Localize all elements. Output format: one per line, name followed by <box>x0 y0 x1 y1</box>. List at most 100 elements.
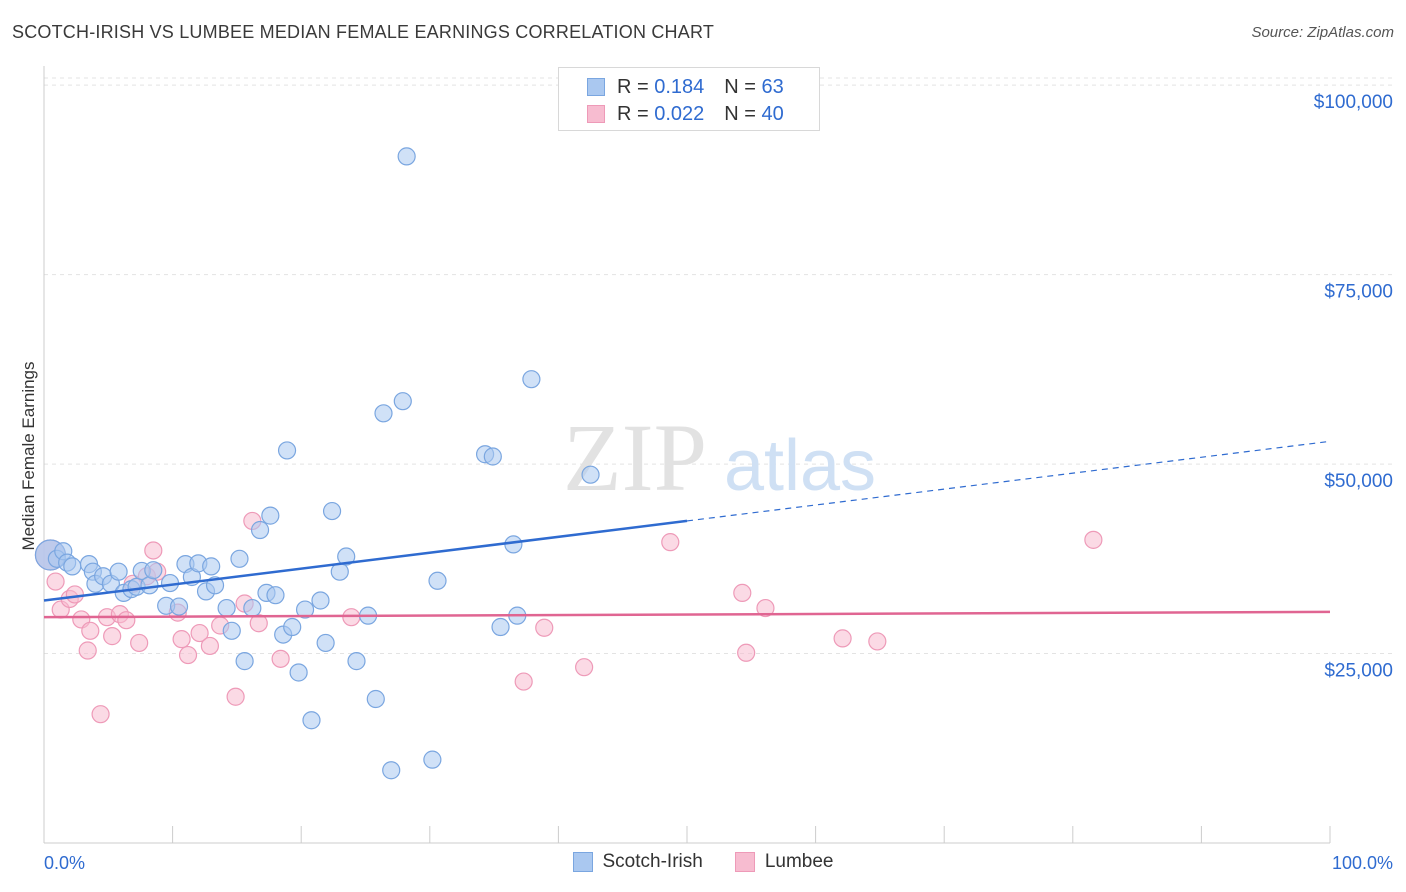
scotch-irish-point <box>295 600 315 619</box>
scotch-irish-point <box>140 576 159 595</box>
series-legend-scotch-irish: Scotch-Irish <box>572 851 703 873</box>
legend-n-value: 63 <box>761 75 784 98</box>
lumbee-point <box>733 583 752 603</box>
scotch-irish-point <box>243 598 262 618</box>
scotch-irish-point <box>522 370 541 389</box>
scotch-irish-point <box>230 549 249 568</box>
grid-lines <box>44 77 1394 655</box>
lumbee-point <box>868 632 887 651</box>
chart-title: SCOTCH-IRISH VS LUMBEE MEDIAN FEMALE EAR… <box>12 22 715 42</box>
series-name-lumbee: Lumbee <box>764 851 834 872</box>
series-swatch-scotch-irish <box>572 852 593 872</box>
lumbee-point <box>271 649 290 668</box>
scotch-irish-trend-line <box>43 519 688 602</box>
scotch-irish-point <box>235 652 254 671</box>
legend-r-label: R = <box>617 75 649 98</box>
legend-row-scotch-irish: R = 0.184 N = 63 <box>587 75 784 99</box>
scotch-irish-point <box>261 506 280 525</box>
lumbee-point <box>756 598 775 618</box>
scotch-irish-point <box>382 761 401 780</box>
series-name-scotch-irish: Scotch-Irish <box>602 851 703 872</box>
scotch-irish-point <box>109 562 128 581</box>
scotch-irish-point <box>337 547 356 566</box>
scotch-irish-point <box>483 447 502 466</box>
scotch-irish-point <box>316 633 335 653</box>
scotch-irish-point <box>366 689 385 709</box>
lumbee-point <box>103 627 122 646</box>
source-credit: Source: ZipAtlas.com <box>1251 24 1394 41</box>
lumbee-point <box>535 618 554 637</box>
scotch-irish-point <box>428 571 447 590</box>
watermark: ZIP atlas <box>563 404 876 511</box>
legend-n-value: 40 <box>761 102 784 125</box>
series-swatch-lumbee <box>734 852 755 872</box>
scotch-irish-point <box>277 441 297 460</box>
lumbee-point <box>190 623 209 643</box>
lumbee-point <box>117 611 136 630</box>
scotch-irish-point <box>202 557 221 576</box>
y-tick-label: $100,000 <box>1314 92 1393 113</box>
watermark-atlas: atlas <box>724 426 876 506</box>
lumbee-point <box>78 641 97 660</box>
scotch-irish-point <box>374 404 393 423</box>
series-legend: Scotch-Irish Lumbee <box>0 851 1406 873</box>
lumbee-point <box>514 672 533 691</box>
scotch-irish-point <box>217 598 236 618</box>
scotch-irish-point <box>144 561 163 580</box>
y-tick-label: $75,000 <box>1324 282 1393 303</box>
lumbee-point <box>178 645 198 665</box>
lumbee-point <box>91 705 110 724</box>
scotch-irish-point <box>347 652 366 671</box>
scotch-irish-point <box>504 535 523 554</box>
scotch-irish-point <box>169 597 189 616</box>
scotch-irish-point <box>222 621 241 640</box>
scotch-irish-point <box>302 711 321 730</box>
lumbee-point <box>172 630 191 649</box>
lumbee-point <box>130 633 149 653</box>
axes <box>43 66 1331 844</box>
scotch-irish-point <box>581 465 600 484</box>
watermark-zip: ZIP <box>563 404 707 511</box>
scotch-irish-point <box>283 617 302 637</box>
legend-swatch-scotch-irish <box>587 78 605 96</box>
lumbee-point <box>65 585 84 604</box>
scotch-irish-point <box>63 557 82 576</box>
y-tick-label: $50,000 <box>1324 471 1393 492</box>
lumbee-point <box>661 533 680 552</box>
scotch-irish-point <box>322 501 342 521</box>
legend-n-label: N = <box>724 102 756 125</box>
trend-lines <box>43 440 1331 619</box>
y-axis-label: Median Female Earnings <box>19 362 38 551</box>
lumbee-point <box>81 621 100 640</box>
legend-r-label: R = <box>617 102 649 125</box>
legend-r-value: 0.184 <box>654 75 705 98</box>
legend-n-label: N = <box>724 75 756 98</box>
lumbee-point <box>833 629 852 648</box>
scotch-irish-point <box>491 617 510 637</box>
scotch-irish-point <box>289 663 308 682</box>
scotch-irish-point <box>266 586 285 605</box>
scotch-irish-point <box>393 392 412 411</box>
scotch-irish-point <box>423 750 442 769</box>
y-tick-label: $25,000 <box>1324 661 1393 682</box>
lumbee-point <box>144 541 163 560</box>
legend-row-lumbee: R = 0.022 N = 40 <box>587 102 784 126</box>
legend-r-value: 0.022 <box>654 102 705 125</box>
scotch-irish-point <box>397 147 416 166</box>
lumbee-point <box>200 636 219 656</box>
lumbee-point <box>575 658 594 677</box>
lumbee-trend-line <box>43 610 1331 619</box>
scotch-irish-point <box>311 591 330 610</box>
lumbee-point <box>249 614 268 633</box>
scotch-irish-trend-extension <box>686 440 1331 522</box>
x-tick-label-max: 100.0% <box>1332 853 1393 873</box>
legend-swatch-lumbee <box>587 105 605 123</box>
x-tick-label-min: 0.0% <box>44 853 85 873</box>
lumbee-point <box>1084 530 1103 549</box>
correlation-legend: R = 0.184 N = 63 R = 0.022 N = 40 <box>558 67 820 131</box>
lumbee-point <box>226 687 245 706</box>
scotch-irish-point <box>250 520 270 540</box>
series-legend-lumbee: Lumbee <box>734 851 834 873</box>
lumbee-point <box>46 572 65 591</box>
